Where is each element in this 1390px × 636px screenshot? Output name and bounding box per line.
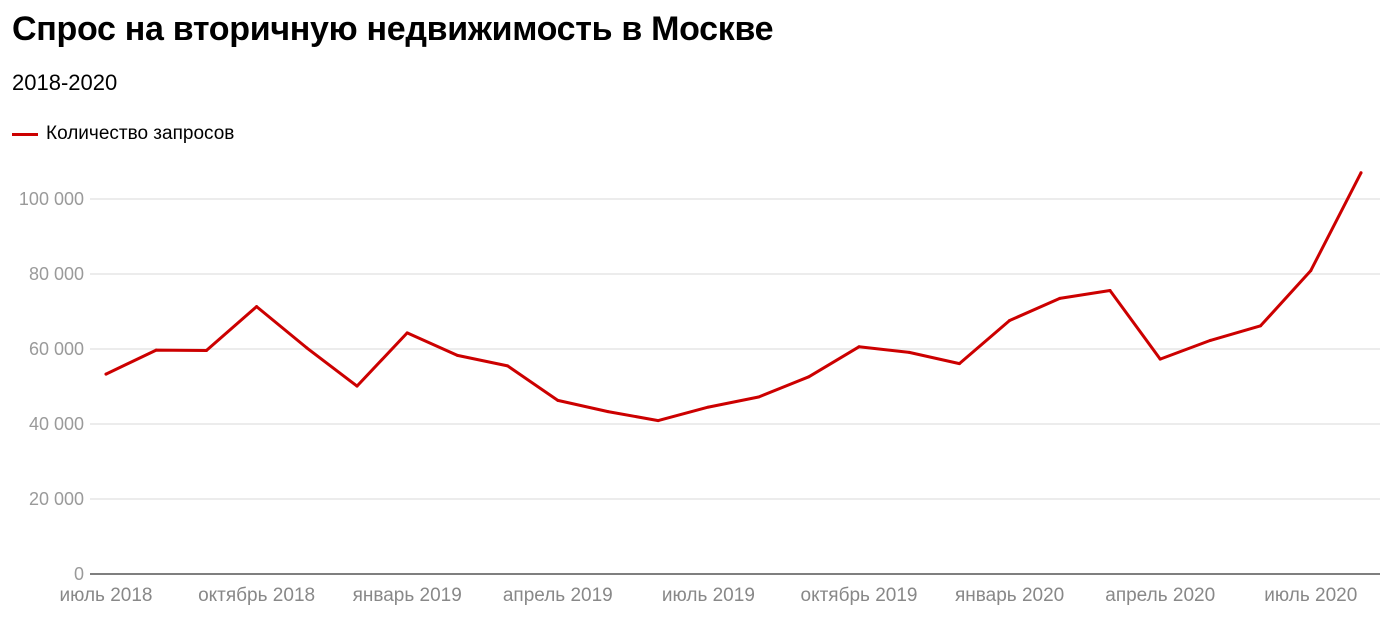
- x-tick-label: январь 2020: [955, 585, 1064, 606]
- data-point: [556, 398, 560, 402]
- data-point: [455, 353, 459, 357]
- legend: Количество запросов: [12, 123, 234, 145]
- x-tick-label: апрель 2019: [503, 585, 613, 606]
- data-point: [405, 331, 409, 335]
- data-point: [1259, 324, 1263, 328]
- y-tick-label: 20 000: [29, 489, 84, 509]
- data-point: [1359, 171, 1363, 175]
- data-point: [506, 364, 510, 368]
- data-point: [355, 384, 359, 388]
- data-point: [857, 345, 861, 349]
- legend-label: Количество запросов: [46, 123, 235, 144]
- x-tick-label: июль 2019: [662, 585, 755, 606]
- data-point: [154, 348, 158, 352]
- data-point: [104, 372, 108, 376]
- data-point: [606, 410, 610, 414]
- x-tick-label: июль 2018: [60, 585, 153, 606]
- y-tick-label: 60 000: [29, 339, 84, 359]
- data-point: [1108, 289, 1112, 292]
- legend-swatch: [12, 132, 38, 136]
- data-point: [656, 419, 660, 423]
- chart-subtitle: 2018-2020: [12, 70, 118, 95]
- data-point: [1058, 296, 1062, 300]
- data-point: [1158, 357, 1162, 361]
- data-point: [204, 349, 208, 352]
- y-axis-ticks: 0 20 000 40 000 60 000 80 000 100 000: [19, 189, 84, 584]
- gridlines: [90, 198, 1380, 575]
- data-point: [757, 395, 761, 399]
- x-axis-ticks: июль 2018 октябрь 2018 январь 2019 апрель 2…: [60, 585, 1358, 606]
- x-tick-label: октябрь 2019: [801, 585, 918, 606]
- x-tick-label: октябрь 2018: [198, 585, 315, 606]
- y-tick-label: 40 000: [29, 414, 84, 434]
- series-layer: [104, 171, 1363, 423]
- data-point: [305, 346, 309, 350]
- chart-title: Спрос на вторичную недвижимость в Москве: [12, 10, 774, 48]
- data-point: [1208, 338, 1212, 342]
- data-point: [957, 362, 961, 366]
- series-line: [104, 171, 1363, 423]
- y-tick-label: 80 000: [29, 264, 84, 284]
- x-tick-label: январь 2019: [353, 585, 462, 606]
- data-point: [706, 405, 710, 409]
- y-tick-label: 0: [74, 564, 84, 584]
- data-point: [255, 305, 259, 309]
- data-point: [1008, 319, 1012, 322]
- data-point: [807, 375, 811, 379]
- data-point: [1309, 269, 1313, 273]
- x-tick-label: апрель 2020: [1105, 585, 1215, 606]
- data-point: [907, 350, 911, 354]
- y-tick-label: 100 000: [19, 189, 84, 209]
- x-tick-label: июль 2020: [1264, 585, 1357, 606]
